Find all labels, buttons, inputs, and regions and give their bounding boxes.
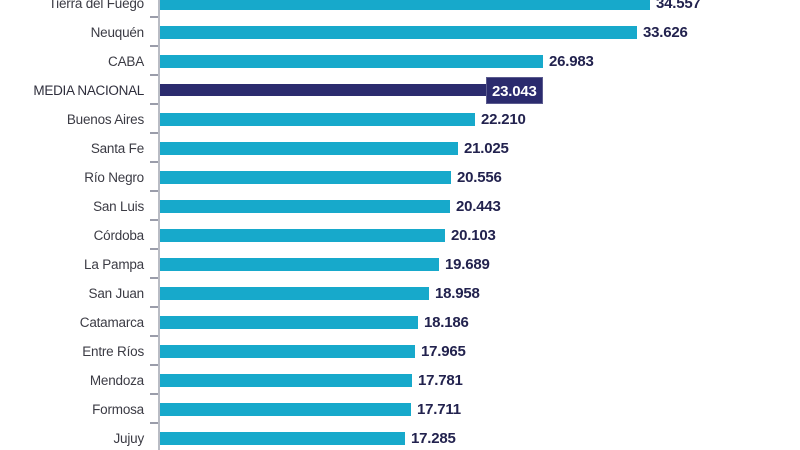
bar-category-label: CABA	[108, 54, 144, 69]
bar-value-label: 23.043	[486, 77, 543, 104]
axis-tick	[150, 190, 158, 192]
bar-category-label: Buenos Aires	[66, 112, 144, 127]
bar-value-label: 20.103	[451, 227, 496, 244]
bar-category-label: MEDIA NACIONAL	[33, 83, 144, 98]
bar-category-label: Mendoza	[89, 373, 144, 388]
bar-highlight	[160, 84, 487, 96]
bar-value-label: 34.557	[656, 0, 701, 12]
bar-value-label: 19.689	[445, 256, 490, 273]
bar	[160, 258, 439, 271]
bar-value-label: 18.958	[435, 285, 480, 302]
axis-tick	[150, 364, 158, 366]
table-row: Neuquén 33.626	[0, 18, 800, 47]
bar	[160, 113, 475, 126]
bar-category-label: Neuquén	[90, 25, 145, 40]
table-row: Jujuy 17.285	[0, 424, 800, 450]
axis-tick	[150, 161, 158, 163]
bar	[160, 55, 543, 68]
axis-tick	[150, 219, 158, 221]
axis-tick	[150, 335, 158, 337]
table-row: CABA 26.983	[0, 47, 800, 76]
axis-tick	[150, 103, 158, 105]
bar-category-label: Córdoba	[93, 228, 145, 243]
table-row: Mendoza 17.781	[0, 366, 800, 395]
axis-tick	[150, 306, 158, 308]
table-row: Río Negro 20.556	[0, 163, 800, 192]
bar-value-label: 33.626	[643, 24, 688, 41]
bar-value-label: 18.186	[424, 314, 469, 331]
table-row: La Pampa 19.689	[0, 250, 800, 279]
table-row: Buenos Aires 22.210	[0, 105, 800, 134]
bar-category-label: San Juan	[88, 286, 145, 301]
bar	[160, 26, 637, 39]
bar-category-label: La Pampa	[84, 257, 144, 272]
bar-value-label: 17.711	[417, 401, 461, 418]
table-row: San Juan 18.958	[0, 279, 800, 308]
table-row: MEDIA NACIONAL 23.043	[0, 76, 800, 105]
bar	[160, 171, 451, 184]
bar-value-label: 20.556	[457, 169, 502, 186]
axis-tick	[150, 422, 158, 424]
bar	[160, 229, 445, 242]
axis-tick	[150, 277, 158, 279]
bar	[160, 345, 415, 358]
table-row: Santa Fe 21.025	[0, 134, 800, 163]
axis-tick	[150, 45, 158, 47]
table-row: Entre Ríos 17.965	[0, 337, 800, 366]
bar-value-label: 17.781	[418, 372, 463, 389]
bar-value-label: 21.025	[464, 140, 509, 157]
bar-value-label: 17.285	[411, 430, 456, 447]
bar-category-label: San Luis	[93, 199, 144, 214]
bar	[160, 200, 450, 213]
bar-category-label: Entre Ríos	[82, 344, 144, 359]
axis-tick	[150, 248, 158, 250]
bar	[160, 316, 418, 329]
bar	[160, 142, 458, 155]
bar-value-label: 22.210	[481, 111, 526, 128]
table-row: Córdoba 20.103	[0, 221, 800, 250]
bar-value-label: 20.443	[456, 198, 501, 215]
category-axis-line	[158, 0, 160, 450]
bar-category-label: Santa Fe	[90, 141, 144, 156]
bar-category-label: Formosa	[92, 402, 144, 417]
table-row: Formosa 17.711	[0, 395, 800, 424]
table-row: Tierra del Fuego 34.557	[0, 0, 800, 18]
bar	[160, 403, 411, 416]
axis-tick	[150, 132, 158, 134]
axis-tick	[150, 393, 158, 395]
bar-category-label: Catamarca	[79, 315, 144, 330]
bar-value-label: 26.983	[549, 53, 594, 70]
bar	[160, 287, 429, 300]
axis-tick	[150, 16, 158, 18]
axis-tick	[150, 74, 158, 76]
bar-category-label: Tierra del Fuego	[48, 0, 145, 11]
table-row: Catamarca 18.186	[0, 308, 800, 337]
bar-value-label: 17.965	[421, 343, 466, 360]
table-row: San Luis 20.443	[0, 192, 800, 221]
bar	[160, 374, 412, 387]
bar-category-label: Jujuy	[113, 431, 144, 446]
bar	[160, 0, 650, 10]
bar-category-label: Río Negro	[84, 170, 144, 185]
bar	[160, 432, 405, 445]
